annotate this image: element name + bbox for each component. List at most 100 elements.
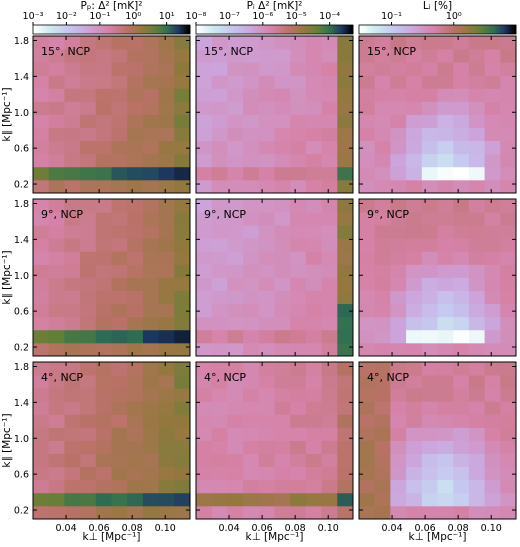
heatmap-cell [321,479,338,494]
colorbar-tick-label: 10¹ [159,11,175,22]
heatmap-cell [258,290,275,305]
y-axis-label: k∥ [Mpc⁻¹] [1,87,13,141]
colorbar-swatch [239,25,242,34]
heatmap-cell [290,140,307,155]
heatmap-cell [174,36,191,50]
heatmap-cell [374,199,391,213]
heatmap-cell [80,88,97,102]
heatmap-cell [359,492,376,507]
heatmap-cell [33,127,50,142]
colorbar-swatch [425,25,429,34]
heatmap-cell [111,238,128,252]
heatmap-cell [359,303,376,318]
colorbar-swatch [480,25,484,34]
heatmap-cell [290,62,307,76]
heatmap-cell [48,401,65,415]
heatmap-cell [290,375,307,389]
heatmap-cell [290,199,307,213]
heatmap-cell [274,251,291,265]
heatmap-cell [500,329,517,344]
colorbar-swatch [250,25,254,34]
heatmap-cell [406,388,423,402]
heatmap-cell [196,427,213,441]
heatmap-cell [290,251,307,265]
heatmap-cell [337,505,354,520]
colorbar-swatch [170,25,173,34]
heatmap-cell [321,153,338,168]
heatmap-cell [290,75,307,89]
heatmap-cell [390,251,407,265]
heatmap-cell [95,251,112,265]
heatmap-cell [484,303,501,318]
heatmap-cell [290,401,307,415]
colorbar-swatch [453,25,456,34]
colorbar-swatch [201,25,205,34]
heatmap-cell [196,453,213,468]
heatmap-cell [406,49,423,63]
heatmap-cell [421,212,438,226]
heatmap-cell [48,101,65,115]
colorbar-swatch [506,25,509,34]
colorbar-swatch [280,25,283,34]
heatmap-cell [484,49,501,63]
colorbar-swatch [123,25,126,34]
heatmap-cell [274,127,291,142]
heatmap-cell [337,238,354,252]
colorbar-swatch [152,25,156,34]
colorbar-swatch [133,25,136,34]
heatmap-cell [243,401,260,415]
heatmap-cell [174,179,191,194]
heatmap-cell [321,362,338,376]
heatmap-cell [127,75,144,89]
heatmap-cell [453,453,470,468]
heatmap-cell [390,388,407,402]
panel-label: 4°, NCP [367,371,409,384]
heatmap-cell [453,362,470,376]
colorbar-swatch [176,25,179,34]
heatmap-cell [484,251,501,265]
colorbar-swatch [498,25,501,34]
heatmap-cell [174,401,191,415]
heatmap-cell [468,114,485,128]
heatmap-cell [142,316,159,331]
colorbar-swatch [482,25,485,34]
heatmap-cell [80,362,97,376]
heatmap-cell [390,453,407,468]
heatmap-cell [211,388,228,402]
heatmap-cell [95,49,112,63]
colorbar-swatch [99,25,103,34]
heatmap-cell [359,453,376,468]
heatmap-cell [305,427,322,441]
colorbar-swatch [270,25,273,34]
colorbar-swatch [404,25,407,34]
heatmap-cell [453,479,470,494]
heatmap-cell [305,225,322,239]
heatmap-cell [174,440,191,454]
heatmap-cell [274,264,291,278]
heatmap-cell [95,75,112,89]
heatmap-cell [453,140,470,155]
heatmap-cell [305,277,322,291]
heatmap-cell [390,466,407,481]
heatmap-cell [453,303,470,318]
heatmap-cell [196,101,213,115]
heatmap-cell [390,49,407,63]
heatmap-cell [500,75,517,89]
heatmap-cell [406,153,423,168]
colorbar-swatch [256,25,260,34]
panel-label: 15°, NCP [41,45,90,58]
heatmap-cell [64,127,81,142]
panel-r1-c1: 9°, NCP [195,198,354,357]
heatmap-cell [500,479,517,494]
heatmap-cell [321,199,338,213]
heatmap-cell [274,375,291,389]
panel-frame [195,35,354,194]
heatmap-cell [243,303,260,318]
heatmap-cell [258,375,275,389]
heatmap-cell [33,179,50,194]
heatmap-cell [258,492,275,507]
heatmap-cell [174,101,191,115]
y-tick-label: 1.4 [14,235,29,246]
heatmap-cell [196,153,213,168]
